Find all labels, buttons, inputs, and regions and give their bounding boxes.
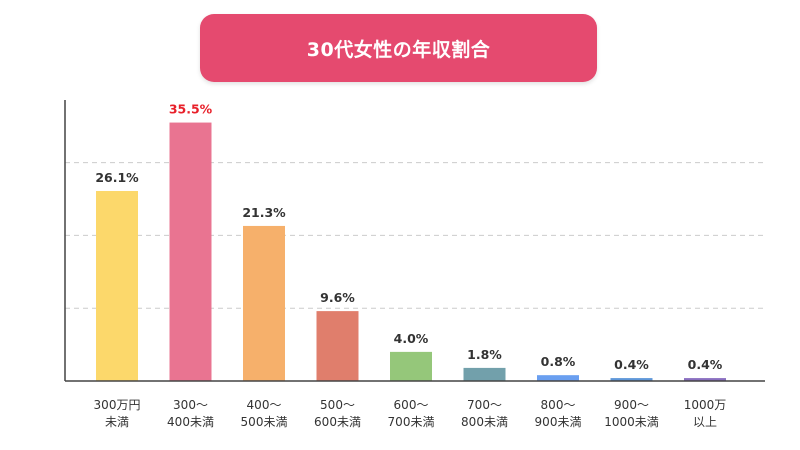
category-label-2-line-2: 400未満: [167, 415, 214, 429]
category-label-8-line-1: 900～: [614, 398, 649, 412]
category-label-9-line-1: 1000万: [684, 398, 727, 412]
chart-title-banner: 30代女性の年収割合: [200, 14, 597, 82]
category-label-2-line-1: 300～: [173, 398, 208, 412]
value-label-6: 1.8%: [467, 347, 502, 362]
category-label-8-line-2: 1000未満: [604, 415, 659, 429]
value-label-2: 35.5%: [169, 102, 213, 117]
category-label-7-line-1: 800～: [541, 398, 576, 412]
category-label-5-line-1: 600～: [394, 398, 429, 412]
chart-title: 30代女性の年収割合: [306, 38, 491, 61]
value-label-7: 0.8%: [541, 354, 576, 369]
category-label-5-line-2: 700未満: [388, 415, 435, 429]
category-label-1-line-1: 300万円: [94, 398, 141, 412]
bar-2: [169, 122, 212, 381]
bar-6: [463, 367, 506, 381]
bar-9: [684, 378, 726, 381]
category-label-7-line-2: 900未満: [535, 415, 582, 429]
value-label-3: 21.3%: [242, 205, 286, 220]
value-label-9: 0.4%: [688, 357, 723, 372]
bar-1: [96, 190, 138, 381]
bar-3: [243, 225, 285, 381]
bar-8: [610, 378, 653, 381]
bar-4: [316, 311, 359, 381]
category-label-4-line-1: 500～: [320, 398, 355, 412]
category-label-1-line-2: 未満: [105, 415, 129, 429]
category-label-4-line-2: 600未満: [314, 415, 361, 429]
value-label-8: 0.4%: [614, 357, 649, 372]
bar-7: [537, 375, 579, 381]
category-label-6-line-1: 700～: [467, 398, 502, 412]
bar-5: [390, 351, 432, 381]
category-label-3-line-2: 500未満: [241, 415, 288, 429]
value-label-5: 4.0%: [394, 331, 429, 346]
category-label-9-line-2: 以上: [693, 415, 717, 429]
value-label-1: 26.1%: [95, 170, 139, 185]
category-label-6-line-2: 800未満: [461, 415, 508, 429]
category-label-3-line-1: 400～: [247, 398, 282, 412]
value-label-4: 9.6%: [320, 290, 355, 305]
